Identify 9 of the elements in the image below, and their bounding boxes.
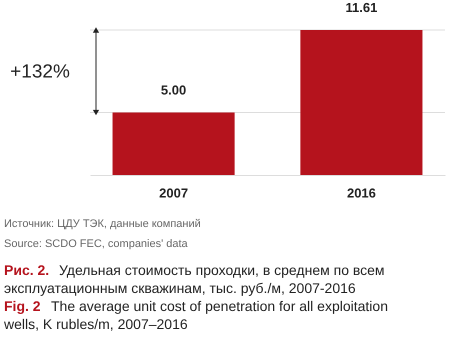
x-tick-label: 2016 bbox=[346, 186, 376, 200]
caption: Fig. 2 The average unit cost of penetration for all exploitation wells, K rubles/m, 2007–2016 bbox=[3, 298, 388, 332]
data-label: 11.61 bbox=[346, 0, 378, 15]
data-label: 5.00 bbox=[160, 82, 186, 98]
x-tick-label: 2007 bbox=[159, 186, 188, 200]
text: Рис. 2. Удельная стоимость проходки, в среднем по всем эксплуатационным скважинам, тыс. руб./м, 2007-2016 bbox=[4, 262, 385, 296]
source-note: Source: SCDO FEC, companies' data bbox=[4, 238, 189, 250]
text: +132% bbox=[10, 61, 70, 82]
text: Источник: ЦДУ ТЭК, данные компаний bbox=[4, 218, 201, 230]
